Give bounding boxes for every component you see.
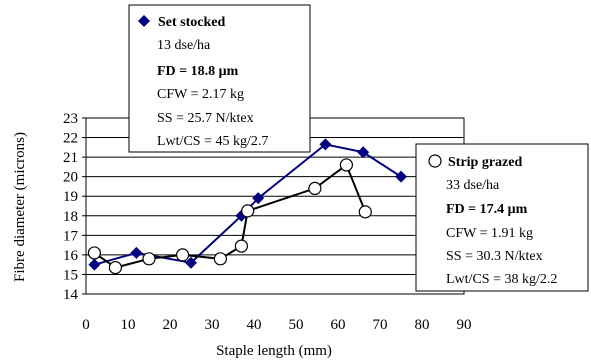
y-tick-label: 22 <box>63 131 78 147</box>
legend-strip-grazed-line-3: CFW = 1.91 kg <box>446 226 533 241</box>
legend-strip-grazed-line-4: SS = 30.3 N/ktex <box>446 249 543 264</box>
data-point <box>241 204 255 218</box>
x-tick-label: 20 <box>163 317 178 333</box>
data-point <box>234 239 248 253</box>
data-point <box>339 158 353 172</box>
data-point <box>252 192 265 205</box>
legend-set-stocked-line-5: Lwt/CS = 45 kg/2.7 <box>157 134 268 149</box>
series-layer <box>87 138 407 275</box>
y-axis-ticks: 14 15 16 17 18 19 20 21 22 23 <box>63 111 86 303</box>
y-tick-label: 20 <box>63 170 78 186</box>
y-tick-label: 19 <box>63 189 78 205</box>
legend-set-stocked: Set stocked 13 dse/ha FD = 18.8 μm CFW =… <box>128 4 311 153</box>
open-circle-marker-icon <box>428 154 442 168</box>
data-point <box>88 258 101 271</box>
legend-set-stocked-line-1: 13 dse/ha <box>157 38 211 53</box>
data-point <box>108 261 123 275</box>
data-point <box>319 138 332 151</box>
y-tick-label: 21 <box>63 150 78 166</box>
legend-strip-grazed-line-5: Lwt/CS = 38 kg/2.2 <box>446 272 557 287</box>
data-point <box>130 246 143 259</box>
data-point <box>87 246 102 260</box>
y-tick-label: 15 <box>63 267 78 283</box>
x-tick-label: 90 <box>457 317 472 333</box>
x-tick-label: 30 <box>205 317 220 333</box>
y-tick-label: 23 <box>63 111 78 127</box>
legend-set-stocked-title: Set stocked <box>158 15 225 30</box>
x-tick-label: 50 <box>289 317 304 333</box>
y-tick-label: 18 <box>63 209 78 225</box>
series-strip-grazed <box>87 158 372 275</box>
x-axis-title: Staple length (mm) <box>216 343 332 359</box>
data-point <box>185 256 197 269</box>
y-tick-label: 14 <box>63 287 79 303</box>
x-tick-label: 70 <box>373 317 388 333</box>
legend-strip-grazed: Strip grazed 33 dse/ha FD = 17.4 μm CFW … <box>415 143 589 292</box>
legend-set-stocked-line-3: CFW = 2.17 kg <box>157 87 244 102</box>
x-tick-label: 80 <box>415 317 430 333</box>
legend-strip-grazed-line-2: FD = 17.4 μm <box>446 202 528 217</box>
x-tick-label: 40 <box>247 317 262 333</box>
data-point <box>176 248 190 262</box>
data-point <box>357 146 370 159</box>
legend-set-stocked-line-2: FD = 18.8 μm <box>157 64 239 79</box>
y-axis-title: Fibre diameter (microns) <box>12 132 28 282</box>
y-tick-label: 17 <box>63 228 79 244</box>
data-point <box>395 170 407 183</box>
data-point <box>213 252 227 266</box>
series-line <box>93 163 367 269</box>
legend-strip-grazed-title: Strip grazed <box>448 155 522 170</box>
data-point <box>358 205 372 219</box>
x-axis-ticks: 0 10 20 30 40 50 60 70 80 90 <box>82 317 471 333</box>
x-tick-label: 10 <box>121 317 136 333</box>
data-point <box>308 181 322 195</box>
x-tick-label: 60 <box>331 317 346 333</box>
y-tick-label: 16 <box>63 248 79 264</box>
legend-strip-grazed-line-1: 33 dse/ha <box>446 178 500 193</box>
data-point <box>142 252 156 266</box>
diamond-marker-icon <box>138 15 150 27</box>
legend-set-stocked-line-4: SS = 25.7 N/ktex <box>157 111 254 126</box>
x-tick-label: 0 <box>82 317 90 333</box>
